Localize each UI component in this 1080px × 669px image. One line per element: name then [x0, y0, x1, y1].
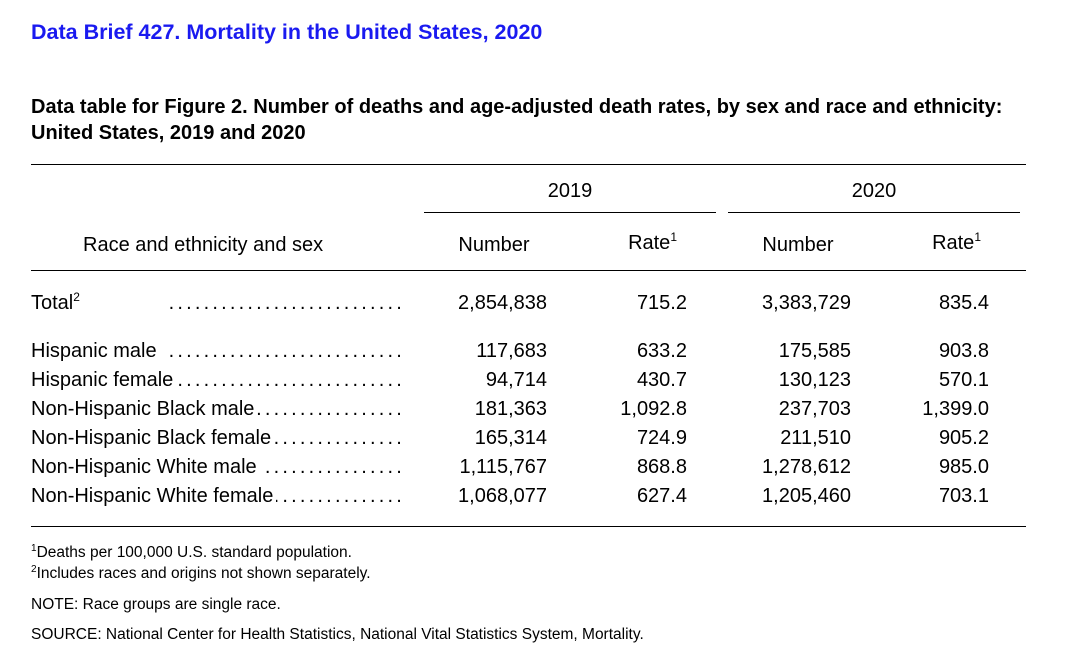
footnote-1-mark: 1: [31, 543, 37, 554]
total-2019-rate: 715.2: [636, 292, 687, 314]
total-2020-rate: 835.4: [938, 292, 989, 314]
footnote-2-text: Includes races and origins not shown sep…: [36, 565, 371, 582]
table-row-label: Hispanic female.........................…: [31, 369, 405, 391]
table-row-label: Non-Hispanic White female...............…: [31, 485, 405, 507]
footnote-1-text: Deaths per 100,000 U.S. standard populat…: [36, 544, 352, 561]
table-cell: 430.7: [636, 369, 687, 391]
rate-header-label: Rate: [932, 232, 975, 254]
table-cell: 1,115,767: [459, 456, 548, 478]
dot-leader: ...........................: [168, 292, 405, 314]
table-cell: 905.2: [938, 427, 989, 449]
rate-note-mark: 1: [974, 230, 981, 244]
footnote-2-mark: 2: [31, 564, 37, 575]
col-2019-rate-header: Rate1: [564, 231, 677, 255]
table-top-rule: [31, 164, 1026, 165]
table-cell: 633.2: [636, 340, 687, 362]
total-2020-number: 3,383,729: [762, 292, 851, 314]
stub-header: Race and ethnicity and sex: [83, 234, 324, 256]
table-cell: 868.8: [636, 456, 687, 478]
table-cell: 181,363: [474, 398, 547, 420]
header-bottom-rule: [31, 270, 1026, 271]
table-cell: 627.4: [636, 485, 687, 507]
source-text: SOURCE: National Center for Health Stati…: [31, 626, 644, 643]
table-cell: 130,123: [778, 369, 851, 391]
note-text: NOTE: Race groups are single race.: [31, 596, 281, 613]
brief-title-link[interactable]: Data Brief 427. Mortality in the United …: [31, 20, 543, 44]
table-cell: 1,205,460: [762, 485, 851, 507]
col-2020-rate-header: Rate1: [868, 231, 981, 255]
col-2019-number-header: Number: [458, 234, 530, 256]
dot-leader: ...........................: [168, 369, 405, 391]
table-cell: 211,510: [780, 427, 851, 449]
year-2020-rule: [728, 212, 1020, 213]
table-cell: 703.1: [938, 485, 989, 507]
table-row-label: Non-Hispanic White male.................…: [31, 456, 405, 478]
year-2019-rule: [424, 212, 716, 213]
total-label: Total: [31, 292, 74, 314]
table-cell: 237,703: [778, 398, 851, 420]
table-cell: 165,314: [474, 427, 547, 449]
table-cell: 1,399.0: [922, 398, 989, 420]
year-2020-header: 2020: [851, 180, 897, 202]
table-cell: 94,714: [485, 369, 547, 391]
total-note-mark: 2: [73, 291, 80, 304]
table-cell: 570.1: [938, 369, 989, 391]
table-cell: 1,092.8: [620, 398, 687, 420]
table-cell: 1,068,077: [458, 485, 547, 507]
footnote-2: 2Includes races and origins not shown se…: [31, 564, 371, 584]
col-2020-number-header: Number: [762, 234, 834, 256]
table-row-label: Non-Hispanic Black male.................…: [31, 398, 405, 420]
table-title: Data table for Figure 2. Number of death…: [31, 96, 1003, 144]
table-cell: 117,683: [476, 340, 547, 362]
table-bottom-rule: [31, 526, 1026, 527]
footnote-1: 1Deaths per 100,000 U.S. standard popula…: [31, 543, 352, 563]
table-cell: 175,585: [778, 340, 851, 362]
rate-header-label: Rate: [628, 232, 671, 254]
dot-leader: ...........................: [168, 340, 405, 362]
total-row-label: Total2 ...........................: [31, 291, 405, 315]
table-cell: 724.9: [636, 427, 687, 449]
table-cell: 1,278,612: [762, 456, 851, 478]
rate-note-mark: 1: [670, 230, 677, 244]
total-2019-number: 2,854,838: [458, 292, 547, 314]
table-cell: 903.8: [938, 340, 989, 362]
table-row-label: Hispanic male...........................: [31, 340, 405, 362]
table-row-label: Non-Hispanic Black female...............…: [31, 427, 405, 449]
year-2019-header: 2019: [547, 180, 593, 202]
table-cell: 985.0: [938, 456, 989, 478]
